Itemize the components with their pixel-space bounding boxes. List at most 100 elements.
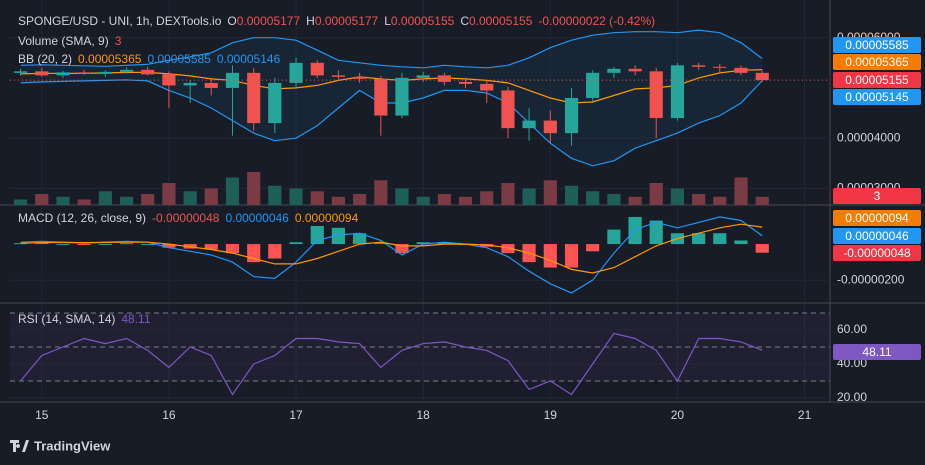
candle-body: [141, 69, 155, 75]
volume-bar: [77, 199, 91, 205]
macd-histogram: [225, 244, 240, 254]
candle-body: [586, 72, 600, 98]
candle-body: [331, 75, 345, 77]
macd-histogram: [501, 244, 515, 254]
x-tick-label: 20: [671, 408, 685, 422]
macd-histogram: [331, 227, 345, 245]
signal-line: [20, 223, 763, 274]
price-tag-label: 0.00005145: [845, 90, 909, 104]
candle-body: [607, 68, 621, 73]
legend-item: Volume (SMA, 9): [18, 34, 109, 48]
macd-histogram: [13, 243, 28, 245]
price-tag: [833, 188, 921, 204]
macd-histogram: [35, 242, 49, 245]
candle-body: [501, 90, 515, 129]
y-tick-label: 60.00: [837, 322, 867, 336]
macd-histogram: [628, 216, 642, 245]
y-tick-label: 20.00: [837, 390, 867, 404]
volume-bar: [225, 177, 240, 205]
volume-bar: [628, 196, 642, 205]
volume-bar: [331, 196, 345, 205]
candle-body: [13, 71, 28, 73]
volume-bar: [586, 191, 600, 205]
candle-body: [353, 76, 367, 79]
volume-bar: [437, 194, 451, 205]
macd-histogram: [353, 233, 367, 245]
volume-bar: [670, 188, 685, 205]
legend: BB (20, 2) 0.00005365 0.00005585 0.00005146: [18, 52, 281, 66]
price-tag-label: 0.00000046: [845, 229, 909, 243]
volume-bar: [141, 194, 155, 205]
volume-bar: [416, 196, 430, 205]
price-tag-label: 0.00005365: [845, 55, 909, 69]
volume-bar: [374, 180, 388, 205]
x-tick-label: 18: [416, 408, 430, 422]
price-tag: [833, 344, 921, 360]
macd-histogram: [564, 244, 579, 268]
legend-item: 0.00005155: [391, 14, 455, 28]
volume-bar: [98, 191, 112, 205]
legend-item: 0.00000046: [225, 211, 289, 225]
legend-item: 0.00005146: [217, 52, 281, 66]
candle-body: [162, 74, 176, 86]
bb-lower: [20, 79, 763, 167]
x-tick-label: 19: [544, 408, 558, 422]
legend-item: 0.00000094: [295, 211, 359, 225]
volume-bar: [204, 188, 218, 205]
volume-bar: [501, 183, 515, 205]
x-tick-label: 16: [162, 408, 176, 422]
volume-bar: [458, 196, 473, 205]
legend: MACD (12, 26, close, 9) -0.00000048 0.0000…: [18, 211, 359, 225]
macd-histogram: [162, 244, 176, 248]
legend-item: -0.00000048: [152, 211, 220, 225]
macd-histogram: [310, 225, 324, 245]
price-tag-label: 0.00005155: [845, 73, 909, 87]
price-tag-label: -0.00000048: [843, 246, 911, 260]
volume-bar: [289, 188, 303, 205]
legend-item: 0.00005155: [469, 14, 533, 28]
volume-bar: [395, 188, 409, 205]
candle-body: [522, 120, 536, 129]
macd-histogram: [543, 244, 557, 268]
candle-body: [183, 82, 197, 86]
volume-bar: [649, 183, 663, 205]
legend-item: RSI (14, SMA, 14): [18, 312, 115, 326]
x-tick-label: 21: [798, 408, 812, 422]
volume-bar: [480, 191, 494, 205]
macd-histogram: [416, 242, 430, 245]
candle-body: [35, 71, 49, 76]
volume-bar: [56, 196, 70, 205]
volume-bar: [522, 188, 536, 205]
price-tag-label: 3: [874, 189, 881, 203]
price-tag-label: 0.00005585: [845, 38, 909, 52]
legend-item: 0.00005177: [237, 14, 301, 28]
volume-bar: [247, 172, 261, 205]
price-tag: [833, 89, 921, 105]
brand: TradingView: [34, 438, 111, 453]
volume-bar: [119, 196, 134, 205]
candle-body: [374, 78, 388, 116]
candle-body: [247, 72, 261, 124]
volume-bar: [162, 183, 176, 205]
bb-upper: [20, 29, 763, 69]
volume-bar: [35, 194, 49, 205]
candle-body: [204, 82, 218, 88]
legend-item: MACD (12, 26, close, 9): [18, 211, 146, 225]
legend: SPONGE/USD - UNI, 1h, DEXTools.io O0.0000…: [18, 14, 655, 28]
rsi-line: [20, 332, 763, 396]
macd-histogram: [713, 233, 727, 245]
price-tag: [833, 54, 921, 70]
legend-item: 0.00005177: [315, 14, 379, 28]
volume-bar: [607, 194, 621, 205]
candle-body: [416, 75, 430, 78]
volume-bar: [268, 185, 282, 205]
legend-item: 48.11: [121, 312, 150, 326]
x-tick-label: 17: [289, 408, 303, 422]
candle-body: [649, 71, 663, 119]
price-tag: [833, 37, 921, 53]
candle-body: [395, 77, 409, 116]
macd-histogram: [692, 233, 706, 245]
volume-bar: [353, 194, 367, 205]
